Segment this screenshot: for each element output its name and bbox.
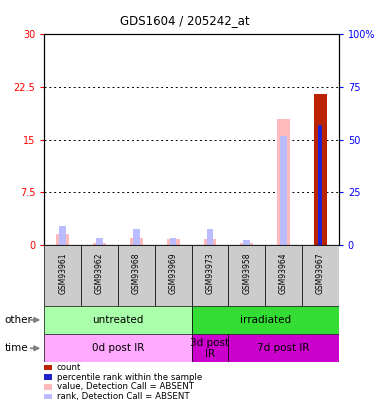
Text: irradiated: irradiated <box>239 315 291 325</box>
Text: GSM93967: GSM93967 <box>316 252 325 294</box>
Bar <box>59 226 66 245</box>
Bar <box>192 334 228 362</box>
Bar <box>155 245 192 306</box>
Bar <box>192 306 339 334</box>
Bar <box>93 243 106 245</box>
Bar <box>56 234 69 245</box>
Bar <box>265 245 302 306</box>
Text: count: count <box>57 363 81 372</box>
Text: GSM93964: GSM93964 <box>279 252 288 294</box>
Bar <box>130 238 143 245</box>
Bar <box>133 229 140 245</box>
Bar <box>44 306 192 334</box>
Bar <box>302 245 339 306</box>
Bar <box>318 125 322 245</box>
Bar <box>314 94 327 245</box>
Bar <box>81 245 118 306</box>
Text: time: time <box>5 343 28 353</box>
Bar <box>243 240 250 245</box>
Text: 0d post IR: 0d post IR <box>92 343 144 353</box>
Text: 7d post IR: 7d post IR <box>257 343 310 353</box>
Text: rank, Detection Call = ABSENT: rank, Detection Call = ABSENT <box>57 392 189 401</box>
Text: 3d post
IR: 3d post IR <box>191 337 229 359</box>
Bar <box>118 245 155 306</box>
Bar <box>170 238 176 245</box>
Text: GSM93958: GSM93958 <box>242 252 251 294</box>
Bar <box>192 245 228 306</box>
Bar <box>277 119 290 245</box>
Bar <box>280 136 287 245</box>
Text: GSM93968: GSM93968 <box>132 252 141 294</box>
Text: GSM93962: GSM93962 <box>95 252 104 294</box>
Text: GSM93961: GSM93961 <box>58 252 67 294</box>
Bar <box>207 229 213 245</box>
Text: other: other <box>5 315 32 325</box>
Bar <box>240 243 253 245</box>
Text: GDS1604 / 205242_at: GDS1604 / 205242_at <box>120 14 249 27</box>
Text: untreated: untreated <box>92 315 144 325</box>
Text: GSM93973: GSM93973 <box>206 252 214 294</box>
Text: percentile rank within the sample: percentile rank within the sample <box>57 373 202 382</box>
Text: value, Detection Call = ABSENT: value, Detection Call = ABSENT <box>57 382 194 391</box>
Bar <box>228 245 265 306</box>
Bar <box>44 245 81 306</box>
Bar <box>44 334 192 362</box>
Bar <box>96 238 103 245</box>
Bar <box>167 239 179 245</box>
Bar <box>228 334 339 362</box>
Bar <box>317 125 324 245</box>
Bar <box>204 239 216 245</box>
Text: GSM93969: GSM93969 <box>169 252 177 294</box>
